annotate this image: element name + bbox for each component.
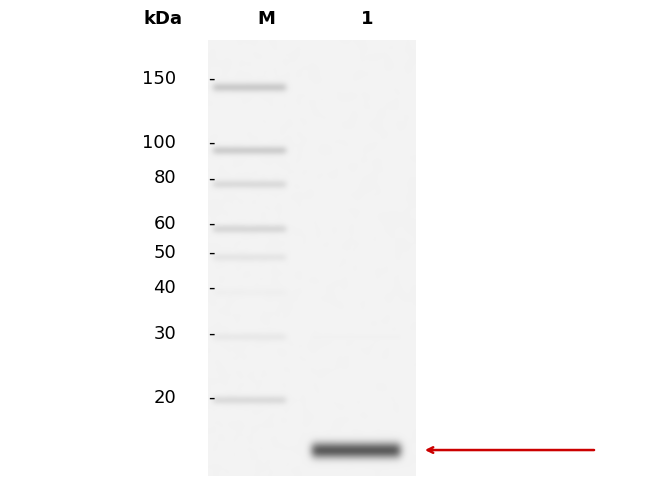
Text: -: - bbox=[209, 279, 215, 297]
Text: kDa: kDa bbox=[144, 10, 183, 28]
Text: 40: 40 bbox=[153, 279, 176, 297]
Text: -: - bbox=[209, 215, 215, 233]
Text: -: - bbox=[209, 325, 215, 343]
Text: 60: 60 bbox=[153, 215, 176, 233]
Text: -: - bbox=[209, 169, 215, 187]
Text: -: - bbox=[209, 134, 215, 152]
Text: 100: 100 bbox=[142, 134, 176, 152]
Text: 50: 50 bbox=[153, 244, 176, 262]
Text: -: - bbox=[209, 70, 215, 88]
Text: 20: 20 bbox=[153, 389, 176, 407]
Text: 1: 1 bbox=[361, 10, 373, 28]
Text: -: - bbox=[209, 389, 215, 407]
Text: -: - bbox=[209, 244, 215, 262]
Text: 30: 30 bbox=[153, 325, 176, 343]
Text: M: M bbox=[258, 10, 276, 28]
FancyBboxPatch shape bbox=[209, 40, 415, 476]
Text: 80: 80 bbox=[153, 169, 176, 187]
Text: 150: 150 bbox=[142, 70, 176, 88]
